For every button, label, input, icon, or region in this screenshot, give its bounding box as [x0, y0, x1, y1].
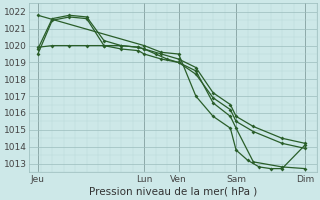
X-axis label: Pression niveau de la mer( hPa ): Pression niveau de la mer( hPa )	[89, 187, 257, 197]
